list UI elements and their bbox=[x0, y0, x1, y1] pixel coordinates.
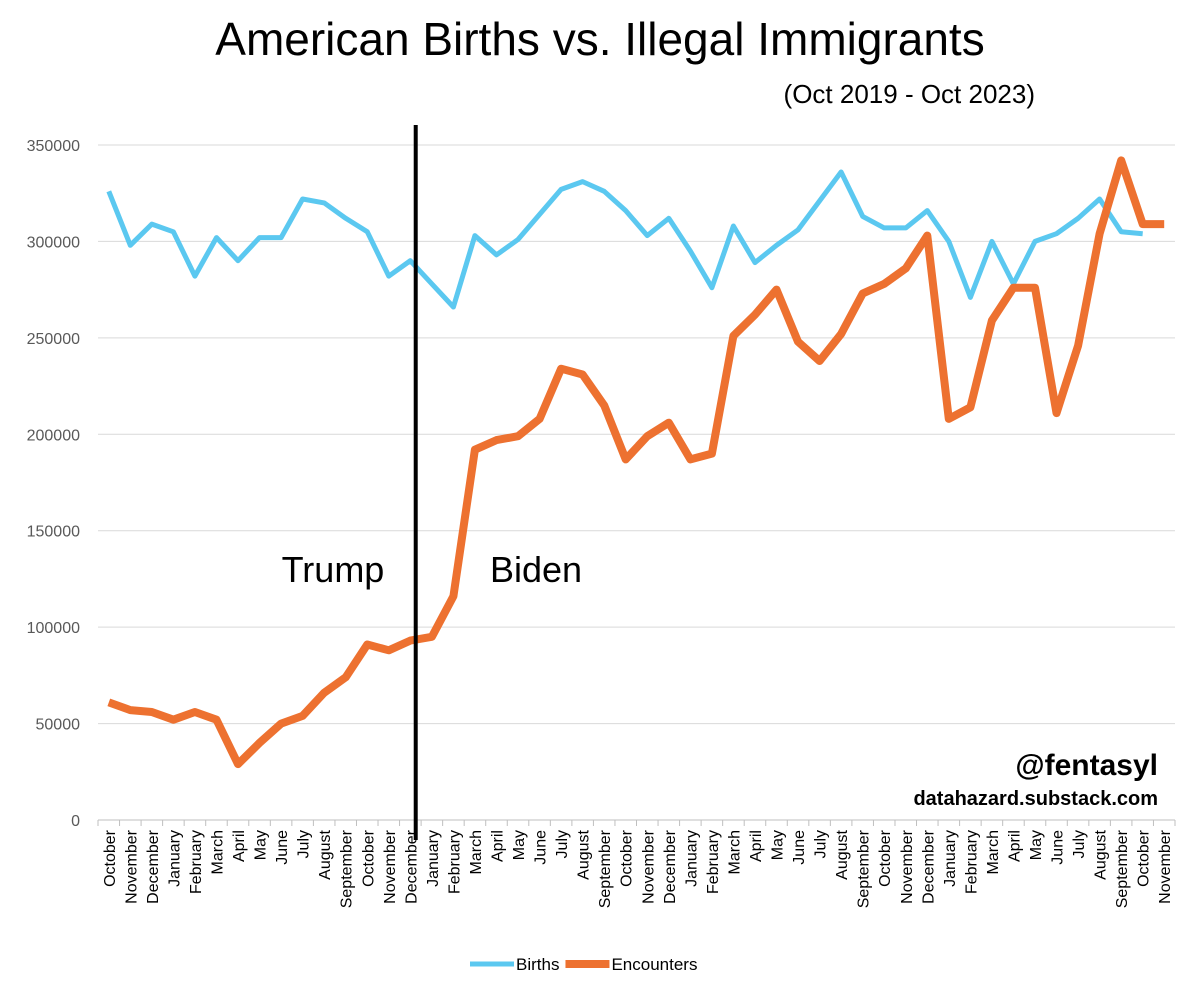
x-tick-label: October bbox=[102, 829, 119, 887]
x-tick-label: April bbox=[1006, 830, 1023, 862]
x-tick-label: September bbox=[856, 829, 873, 908]
x-tick-label: September bbox=[1114, 829, 1131, 908]
x-tick-label: June bbox=[791, 830, 808, 865]
x-tick-label: November bbox=[382, 829, 399, 903]
x-tick-label: April bbox=[231, 830, 248, 862]
x-tick-label: February bbox=[188, 830, 205, 894]
x-tick-label: October bbox=[877, 829, 894, 887]
y-tick-label: 200000 bbox=[27, 427, 80, 444]
x-tick-label: November bbox=[640, 829, 657, 903]
x-tick-label: January bbox=[683, 830, 700, 887]
x-tick-label: March bbox=[985, 830, 1002, 874]
x-tick-label: January bbox=[425, 830, 442, 887]
x-tick-label: October bbox=[360, 829, 377, 887]
x-tick-label: June bbox=[1050, 830, 1067, 865]
x-tick-label: February bbox=[446, 830, 463, 894]
x-tick-label: December bbox=[662, 829, 679, 903]
x-tick-label: July bbox=[813, 830, 830, 858]
x-tick-label: November bbox=[1157, 829, 1174, 903]
legend-label: Births bbox=[516, 955, 559, 974]
y-tick-label: 100000 bbox=[27, 620, 80, 637]
x-tick-label: May bbox=[770, 830, 787, 860]
x-tick-label: February bbox=[705, 830, 722, 894]
chart-subtitle: (Oct 2019 - Oct 2023) bbox=[784, 79, 1035, 109]
x-tick-label: May bbox=[1028, 830, 1045, 860]
x-tick-label: December bbox=[145, 829, 162, 903]
x-tick-label: June bbox=[274, 830, 291, 865]
x-tick-label: August bbox=[1093, 829, 1110, 879]
x-tick-label: March bbox=[726, 830, 743, 874]
x-tick-label: July bbox=[1071, 830, 1088, 858]
x-tick-label: September bbox=[339, 829, 356, 908]
legend-label: Encounters bbox=[611, 955, 697, 974]
x-tick-label: August bbox=[576, 829, 593, 879]
x-tick-label: March bbox=[468, 830, 485, 874]
y-tick-label: 300000 bbox=[27, 234, 80, 251]
x-tick-label: October bbox=[1136, 829, 1153, 887]
y-tick-label: 0 bbox=[71, 813, 80, 830]
x-tick-label: April bbox=[489, 830, 506, 862]
series-line bbox=[107, 156, 1165, 769]
series-line bbox=[106, 169, 1143, 310]
x-tick-label: June bbox=[533, 830, 550, 865]
y-tick-label: 350000 bbox=[27, 138, 80, 155]
x-tick-label: January bbox=[166, 830, 183, 887]
annotation: Trump bbox=[282, 549, 385, 590]
credit: datahazard.substack.com bbox=[913, 788, 1158, 810]
x-tick-label: April bbox=[748, 830, 765, 862]
x-tick-label: August bbox=[317, 829, 334, 879]
x-tick-label: March bbox=[209, 830, 226, 874]
x-tick-label: August bbox=[834, 829, 851, 879]
x-tick-label: July bbox=[296, 830, 313, 858]
x-tick-label: October bbox=[619, 829, 636, 887]
x-tick-label: January bbox=[942, 830, 959, 887]
annotation: Biden bbox=[490, 549, 582, 590]
x-tick-label: May bbox=[253, 830, 270, 860]
chart-title: American Births vs. Illegal Immigrants bbox=[215, 13, 984, 65]
x-tick-label: May bbox=[511, 830, 528, 860]
credit: @fentasyl bbox=[1015, 749, 1158, 782]
x-tick-label: December bbox=[920, 829, 937, 903]
x-tick-label: September bbox=[597, 829, 614, 908]
y-tick-label: 150000 bbox=[27, 524, 80, 541]
y-tick-label: 250000 bbox=[27, 331, 80, 348]
y-tick-label: 50000 bbox=[36, 717, 81, 734]
x-tick-label: November bbox=[123, 829, 140, 903]
x-tick-label: December bbox=[403, 829, 420, 903]
x-tick-label: July bbox=[554, 830, 571, 858]
x-tick-label: November bbox=[899, 829, 916, 903]
x-tick-label: February bbox=[963, 830, 980, 894]
